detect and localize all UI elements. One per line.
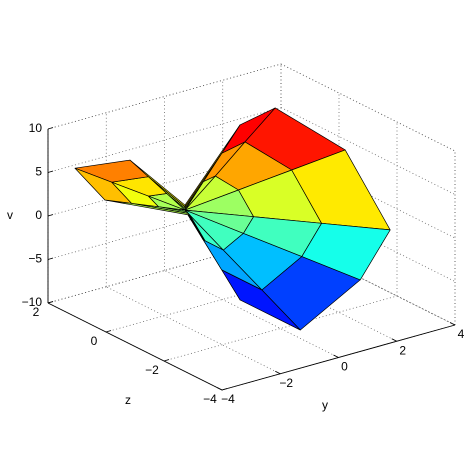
surface-patch <box>221 269 301 331</box>
grid-line <box>222 253 397 342</box>
tick-mark <box>221 388 228 391</box>
v-tick-label: 10 <box>29 121 43 135</box>
tick-mark <box>333 354 339 358</box>
tick-mark <box>47 214 54 217</box>
tick-mark <box>163 359 170 362</box>
tick-mark <box>47 257 54 260</box>
z-tick-label: 2 <box>33 305 40 319</box>
z-axis-label: z <box>125 393 131 407</box>
grid-line <box>280 63 456 152</box>
label-layer: v z y −10 −5 0 5 10 −4 −2 0 2 −4 −2 0 2 4 <box>7 121 465 412</box>
tick-mark <box>47 127 54 130</box>
v-tick-label: 0 <box>35 208 42 222</box>
tick-mark <box>47 170 54 173</box>
grid-line <box>164 270 339 358</box>
z-tick-label: −4 <box>203 392 217 406</box>
y-tick-label: 4 <box>458 327 465 341</box>
z-tick-label: 0 <box>91 334 98 348</box>
v-tick-label: −5 <box>28 252 42 266</box>
surface-layer <box>74 107 391 331</box>
y-axis-label: y <box>322 398 328 412</box>
tick-mark <box>449 322 456 326</box>
tick-mark <box>105 330 112 333</box>
v-tick-label: 5 <box>35 165 42 179</box>
z-axis <box>47 302 223 391</box>
axes-layer <box>47 127 456 391</box>
tick-mark <box>275 370 281 375</box>
tick-mark <box>391 338 397 342</box>
v-axis-label: v <box>7 208 13 222</box>
grid-line <box>280 237 456 326</box>
y-tick-label: 0 <box>341 360 348 374</box>
y-tick-label: 2 <box>399 343 406 357</box>
y-tick-label: −4 <box>221 392 235 406</box>
grid-line <box>106 286 281 375</box>
v-tick-label: −10 <box>22 295 43 309</box>
grid-line <box>280 107 456 195</box>
z-tick-label: −2 <box>145 363 159 377</box>
tick-mark <box>216 387 223 391</box>
y-tick-label: −2 <box>279 376 293 390</box>
surface-patch <box>74 167 132 204</box>
tick-mark <box>47 301 54 304</box>
